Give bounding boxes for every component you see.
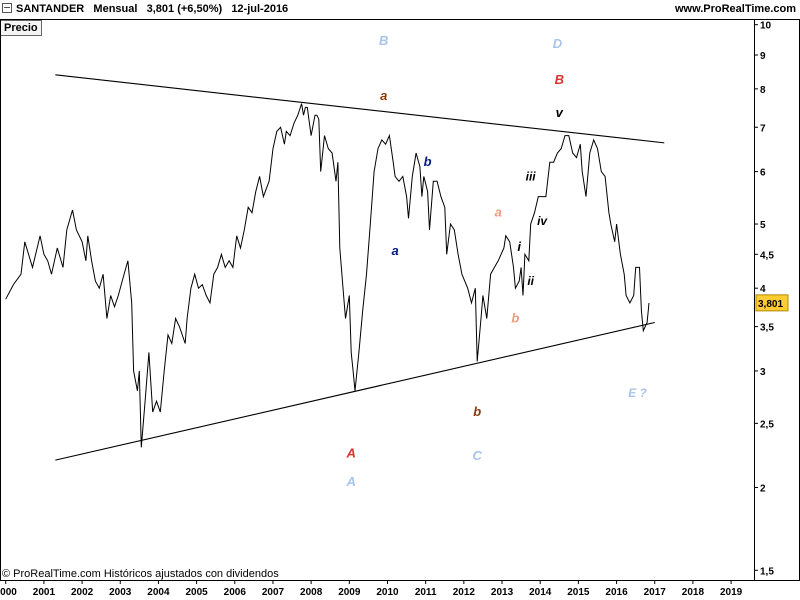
- y-axis: 10 9 8 7 6 5 4,5 4 3,5 3 2,5 2 1,5: [754, 21, 774, 577]
- wave-label: b: [424, 154, 432, 169]
- x-tick-label: 2012: [453, 587, 476, 598]
- wave-label: E ?: [628, 386, 647, 400]
- wave-label: B: [379, 33, 388, 48]
- wave-label: D: [553, 36, 563, 51]
- wave-label: B: [555, 72, 564, 87]
- wave-label: b: [511, 310, 519, 325]
- x-tick-label: 2017: [644, 587, 667, 598]
- x-tick-label: 2008: [300, 587, 323, 598]
- last-value-label: 3,801: [758, 299, 783, 310]
- minimize-icon[interactable]: [2, 3, 12, 13]
- wave-label: iv: [537, 214, 548, 228]
- x-tick-label: 2002: [71, 587, 94, 598]
- y-tick-label: 2,5: [760, 419, 774, 430]
- quote-date: 12-jul-2016: [231, 3, 289, 15]
- y-tick-label: 3,5: [760, 323, 774, 334]
- x-tick-label: 2015: [567, 587, 590, 598]
- wave-label: v: [556, 105, 564, 120]
- price-series: [5, 103, 650, 448]
- wave-label: i: [517, 239, 521, 254]
- y-tick-label: 7: [760, 123, 766, 134]
- period-label: Mensual: [93, 3, 138, 15]
- wave-label: a: [495, 205, 502, 220]
- trend-lines: [55, 74, 665, 461]
- wave-label: C: [473, 448, 483, 463]
- x-tick-label: 2018: [682, 587, 705, 598]
- chart-frame: [0, 19, 800, 581]
- last-price-change: 3,801 (+6,50%): [146, 3, 223, 15]
- x-tick-label: 2019: [720, 587, 743, 598]
- x-tick-label: 2003: [109, 587, 132, 598]
- symbol-name: SANTANDER: [16, 3, 85, 15]
- y-tick-label: 3: [760, 367, 766, 378]
- y-tick-label: 1,5: [760, 566, 774, 577]
- y-tick-label: 6: [760, 168, 766, 179]
- x-tick-label: 2009: [338, 587, 361, 598]
- wave-label: A: [346, 474, 356, 489]
- wave-label: ii: [527, 274, 534, 288]
- x-axis: 2000 2001 2002 2003 2004 2005 2006 2007 2008 2009…: [0, 580, 743, 598]
- header-left: SANTANDER Mensual 3,801 (+6,50%) 12-jul-…: [2, 3, 288, 15]
- x-tick-label: 2004: [147, 587, 170, 598]
- wave-label: A: [346, 446, 356, 461]
- x-tick-label: 2007: [262, 587, 285, 598]
- x-tick-label: 2005: [185, 587, 208, 598]
- x-tick-label: 2001: [33, 587, 56, 598]
- y-tick-label: 9: [760, 51, 766, 62]
- x-tick-label: 2014: [529, 587, 552, 598]
- last-value-marker: 3,801: [755, 294, 789, 312]
- y-tick-label: 5: [760, 220, 766, 231]
- wave-label: b: [473, 404, 481, 419]
- trend-line: [55, 74, 665, 144]
- wave-label: a: [380, 88, 387, 103]
- footer-note: © ProRealTime.com Históricos ajustados c…: [2, 568, 279, 580]
- y-tick-label: 4,5: [760, 250, 774, 261]
- wave-label: a: [392, 243, 399, 258]
- y-tick-label: 2: [760, 484, 766, 495]
- x-tick-label: 2016: [605, 587, 628, 598]
- x-tick-label: 2013: [491, 587, 514, 598]
- site-url: www.ProRealTime.com: [674, 3, 796, 15]
- price-line: [5, 103, 650, 448]
- x-tick-label: 2011: [415, 587, 437, 598]
- y-tick-label: 8: [760, 85, 766, 96]
- trend-line: [55, 321, 655, 461]
- plot-border: [0, 19, 800, 581]
- x-tick-label: 2006: [224, 587, 247, 598]
- last-value-box: [755, 294, 789, 312]
- x-tick-label: 2000: [0, 587, 17, 598]
- wave-label: iii: [526, 169, 537, 183]
- y-tick-label: 10: [760, 21, 772, 32]
- y-tick-label: 4: [760, 284, 766, 295]
- x-tick-label: 2010: [376, 587, 399, 598]
- chart-header: SANTANDER Mensual 3,801 (+6,50%) 12-jul-…: [0, 0, 800, 19]
